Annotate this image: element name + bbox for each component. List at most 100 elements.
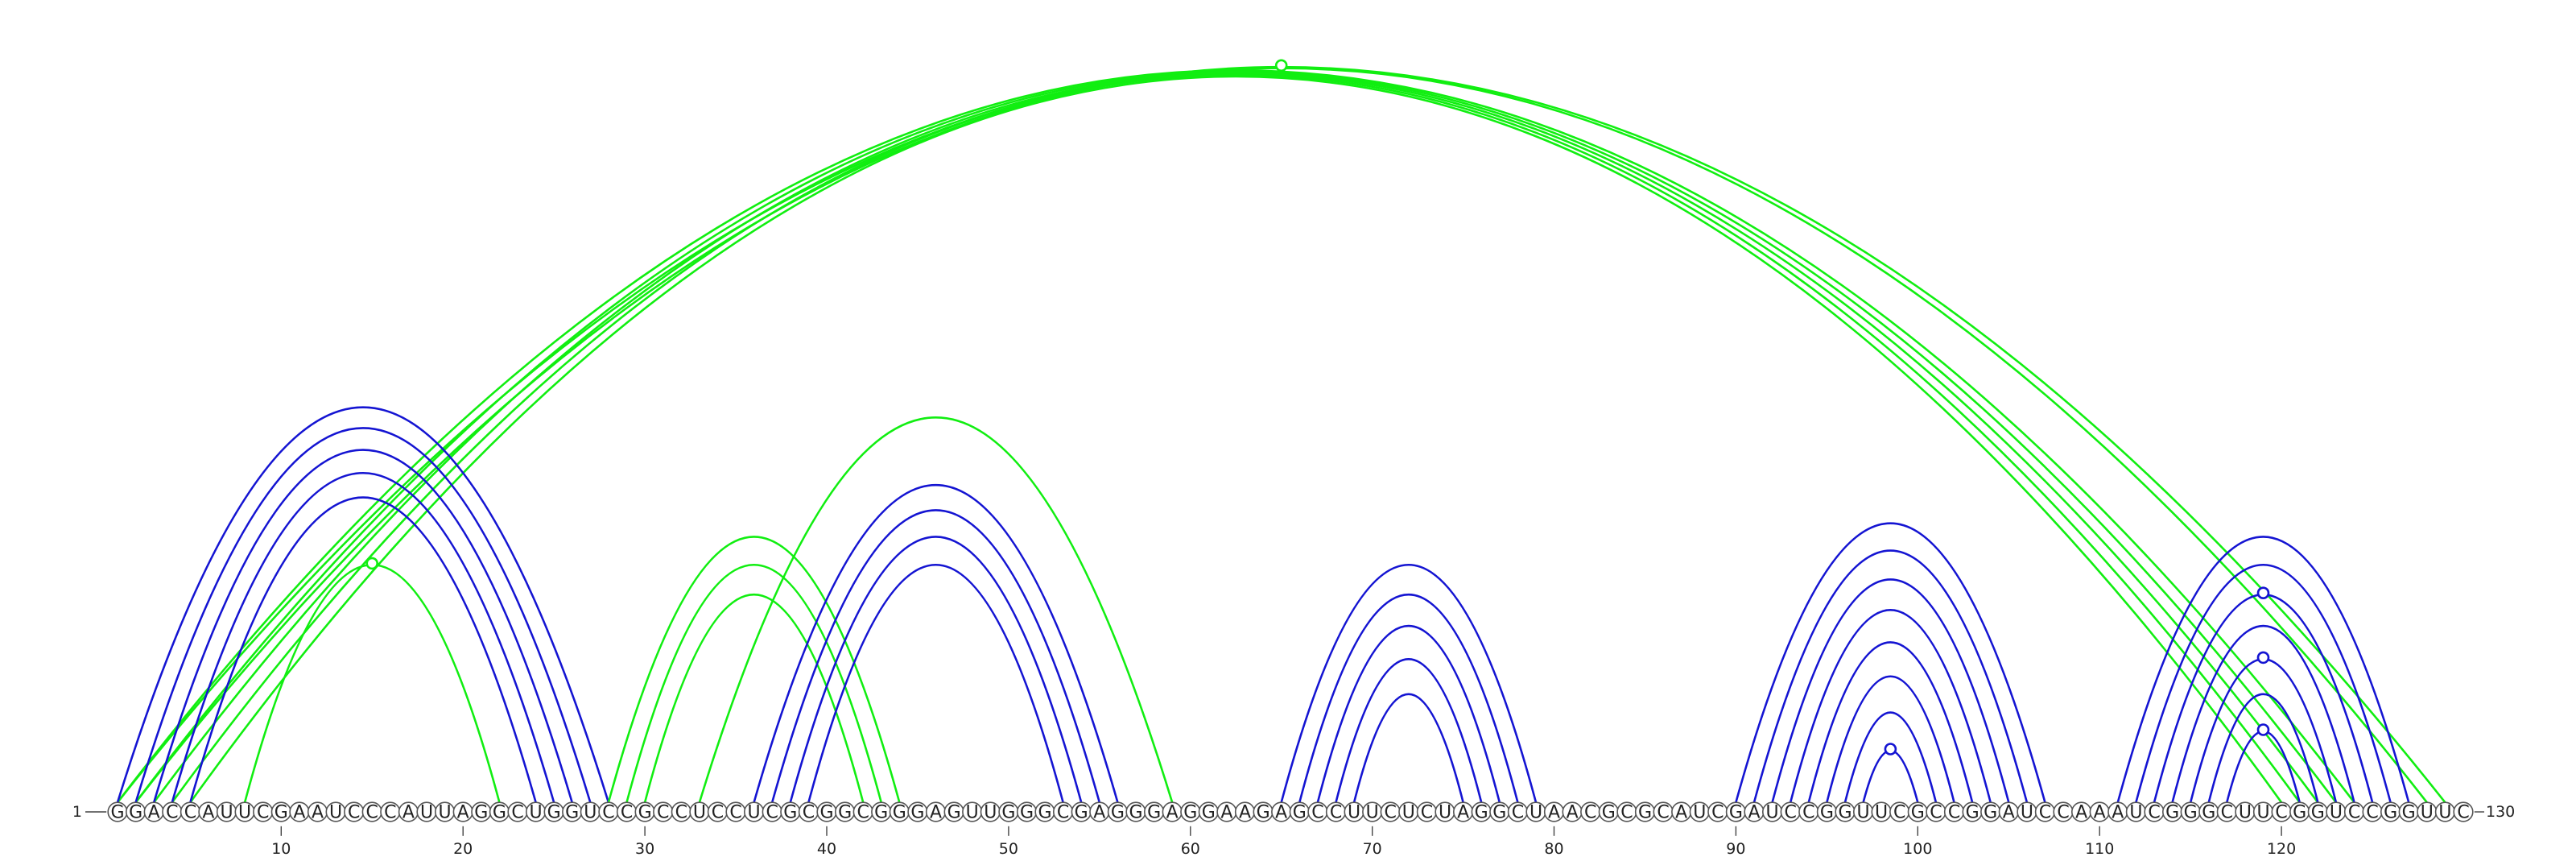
nucleotide-56: G [1107, 801, 1128, 823]
nucleotide-24: U [525, 801, 547, 823]
nucleotide-50: G [998, 801, 1019, 823]
base-pair-arc-33-59 [698, 416, 1174, 803]
nucleotide-letter: C [1421, 803, 1433, 823]
arc-apex-marker-113-125 [2256, 586, 2270, 600]
nucleotide-letter: G [1293, 803, 1307, 823]
nucleotide-118: U [2235, 801, 2256, 823]
nucleotide-letter: A [1675, 803, 1687, 823]
nucleotide-23: C [507, 801, 528, 823]
nucleotide-letter: A [1548, 803, 1560, 823]
nucleotide-letter: C [384, 803, 396, 823]
nucleotide-84: C [1616, 801, 1637, 823]
nucleotide-letter: C [1893, 803, 1905, 823]
nucleotide-26: G [562, 801, 583, 823]
nucleotide-letter: A [1567, 803, 1579, 823]
nucleotide-83: G [1598, 801, 1619, 823]
nucleotide-letter: C [2275, 803, 2287, 823]
nucleotide-33: U [689, 801, 710, 823]
nucleotide-75: A [1452, 801, 1474, 823]
base-pair-arc-30-42 [643, 594, 865, 803]
tick-label-30: 30 [635, 840, 654, 857]
nucleotide-61: G [1198, 801, 1219, 823]
nucleotide-58: G [1143, 801, 1165, 823]
nucleotide-129: U [2434, 801, 2455, 823]
nucleotide-25: G [543, 801, 564, 823]
nucleotide-88: U [1689, 801, 1710, 823]
nucleotide-letter: C [184, 803, 196, 823]
nucleotide-102: C [1943, 801, 1965, 823]
nucleotide-letter: U [584, 803, 597, 823]
nucleotide-letter: C [1311, 803, 1323, 823]
nucleotide-letter: G [2384, 803, 2397, 823]
nucleotide-letter: C [766, 803, 778, 823]
nucleotide-letter: C [1057, 803, 1069, 823]
nucleotide-letter: C [803, 803, 815, 823]
nucleotide-letter: C [1785, 803, 1797, 823]
nucleotide-letter: G [2165, 803, 2179, 823]
nucleotide-letter: U [238, 803, 251, 823]
nucleotide-53: C [1052, 801, 1074, 823]
nucleotide-letter: A [293, 803, 305, 823]
nucleotide-5: C [180, 801, 200, 823]
nucleotide-87: A [1671, 801, 1692, 823]
nucleotide-17: A [398, 801, 419, 823]
nucleotide-letter: G [2311, 803, 2325, 823]
nucleotide-57: G [1125, 801, 1146, 823]
nucleotide-letter: C [2148, 803, 2160, 823]
nucleotide-49: U [980, 801, 1001, 823]
base-pair-arcs [116, 65, 2446, 804]
nucleotide-98: U [1871, 801, 1892, 823]
nucleotide-letter: C [2057, 803, 2069, 823]
nucleotide-107: C [2034, 801, 2055, 823]
nucleotide-letter: C [2457, 803, 2469, 823]
nucleotide-letter: A [1748, 803, 1760, 823]
nucleotide-92: U [1762, 801, 1783, 823]
nucleotide-letter: C [348, 803, 360, 823]
nucleotide-letter: C [366, 803, 378, 823]
nucleotide-letter: G [474, 803, 488, 823]
nucleotide-3: A [143, 801, 164, 823]
base-pair-arc-38-54 [789, 536, 1083, 803]
nucleotide-letter: C [1802, 803, 1814, 823]
nucleotide-letter: G [1475, 803, 1488, 823]
nucleotide-66: G [1289, 801, 1310, 823]
nucleotide-85: G [1634, 801, 1656, 823]
nucleotide-117: C [2216, 801, 2237, 823]
base-pair-arc-29-43 [625, 564, 882, 803]
nucleotide-124: C [2343, 801, 2365, 823]
nucleotide-letter: C [1512, 803, 1524, 823]
base-pair-arc-1-129 [116, 65, 2446, 804]
nucleotide-letter: A [1239, 803, 1251, 823]
tick-label-110: 110 [2085, 840, 2114, 857]
nucleotide-52: G [1034, 801, 1055, 823]
nucleotide-letter: U [2021, 803, 2033, 823]
nucleotide-4: C [162, 801, 183, 823]
nucleotide-39: C [798, 801, 819, 823]
nucleotide-letter: C [602, 803, 614, 823]
tick-label-70: 70 [1363, 840, 1382, 857]
nucleotide-97: U [1853, 801, 1874, 823]
nucleotide-80: A [1543, 801, 1565, 823]
nucleotide-letter: C [2039, 803, 2051, 823]
nucleotide-letter: C [729, 803, 741, 823]
nucleotide-41: G [834, 801, 856, 823]
nucleotide-letter: U [439, 803, 452, 823]
nucleotide-letter: U [220, 803, 233, 823]
end-label: 130 [2486, 803, 2515, 821]
nucleotide-letter: G [493, 803, 506, 823]
nucleotide-letter: G [893, 803, 906, 823]
nucleotide-letter: A [1457, 803, 1469, 823]
nucleotide-letter: C [1620, 803, 1633, 823]
base-pair-arc-114-124 [2171, 625, 2355, 803]
nucleotide-letter: G [1038, 803, 1051, 823]
nucleotide-letter: G [1202, 803, 1216, 823]
nucleotide-119: U [2252, 801, 2274, 823]
nucleotide-94: C [1798, 801, 1819, 823]
nucleotide-113: C [2144, 801, 2165, 823]
nucleotide-12: A [307, 801, 328, 823]
base-pair-arc-3-122 [153, 72, 2319, 803]
nucleotide-110: A [2089, 801, 2110, 823]
nucleotide-letter: U [2239, 803, 2252, 823]
base-pair-arc-93-104 [1789, 609, 1992, 803]
